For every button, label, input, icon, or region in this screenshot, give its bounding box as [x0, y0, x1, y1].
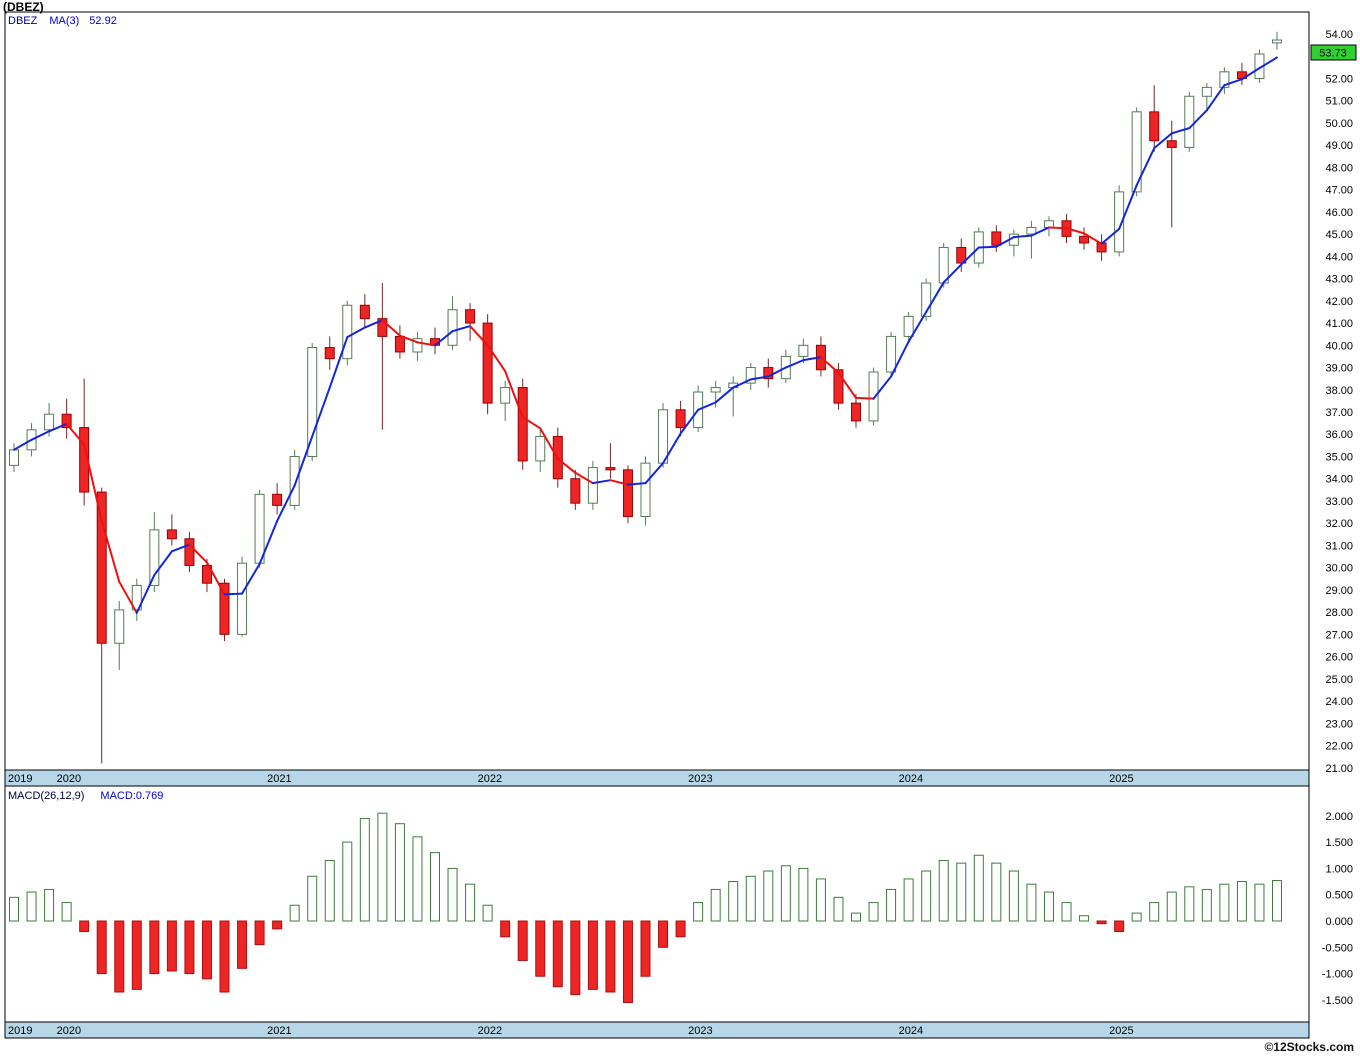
- svg-text:33.00: 33.00: [1325, 496, 1353, 508]
- svg-text:2023: 2023: [688, 1025, 712, 1037]
- svg-text:32.00: 32.00: [1325, 518, 1353, 530]
- svg-text:31.00: 31.00: [1325, 540, 1353, 552]
- svg-text:24.00: 24.00: [1325, 696, 1353, 708]
- svg-text:1.000: 1.000: [1325, 863, 1353, 875]
- macd-legend: MACD(26,12,9) MACD:0.769: [8, 790, 163, 802]
- svg-text:2022: 2022: [478, 1025, 502, 1037]
- macd-params-label: MACD(26,12,9): [8, 790, 85, 802]
- svg-text:2.000: 2.000: [1325, 811, 1353, 823]
- svg-text:-1.000: -1.000: [1322, 969, 1353, 981]
- svg-text:38.00: 38.00: [1325, 385, 1353, 397]
- svg-text:51.00: 51.00: [1325, 96, 1353, 108]
- svg-text:2020: 2020: [57, 773, 81, 785]
- svg-text:2024: 2024: [899, 773, 923, 785]
- svg-text:2025: 2025: [1109, 773, 1133, 785]
- svg-text:49.00: 49.00: [1325, 140, 1353, 152]
- svg-text:0.500: 0.500: [1325, 890, 1353, 902]
- svg-text:50.00: 50.00: [1325, 118, 1353, 130]
- macd-value-label: MACD:0.769: [100, 790, 164, 802]
- svg-text:48.00: 48.00: [1325, 162, 1353, 174]
- svg-text:37.00: 37.00: [1325, 407, 1353, 419]
- svg-text:34.00: 34.00: [1325, 474, 1353, 486]
- svg-text:46.00: 46.00: [1325, 207, 1353, 219]
- svg-text:2021: 2021: [267, 773, 291, 785]
- svg-text:25.00: 25.00: [1325, 674, 1353, 686]
- svg-text:2024: 2024: [899, 1025, 923, 1037]
- svg-text:45.00: 45.00: [1325, 229, 1353, 241]
- svg-text:43.00: 43.00: [1325, 274, 1353, 286]
- svg-text:53.73: 53.73: [1319, 48, 1347, 60]
- svg-text:2020: 2020: [57, 1025, 81, 1037]
- svg-text:47.00: 47.00: [1325, 185, 1353, 197]
- svg-text:44.00: 44.00: [1325, 251, 1353, 263]
- svg-text:26.00: 26.00: [1325, 652, 1353, 664]
- svg-text:0.000: 0.000: [1325, 916, 1353, 928]
- svg-text:21.00: 21.00: [1325, 763, 1353, 775]
- svg-text:29.00: 29.00: [1325, 585, 1353, 597]
- svg-text:2023: 2023: [688, 773, 712, 785]
- svg-text:39.00: 39.00: [1325, 363, 1353, 375]
- chart-title: (DBEZ): [3, 0, 44, 14]
- svg-text:36.00: 36.00: [1325, 429, 1353, 441]
- svg-text:52.00: 52.00: [1325, 73, 1353, 85]
- svg-text:2019: 2019: [8, 1025, 32, 1037]
- svg-text:2021: 2021: [267, 1025, 291, 1037]
- svg-text:27.00: 27.00: [1325, 629, 1353, 641]
- svg-text:22.00: 22.00: [1325, 741, 1353, 753]
- svg-text:-0.500: -0.500: [1322, 942, 1353, 954]
- svg-text:2025: 2025: [1109, 1025, 1133, 1037]
- svg-text:1.500: 1.500: [1325, 837, 1353, 849]
- svg-text:42.00: 42.00: [1325, 296, 1353, 308]
- svg-text:2022: 2022: [478, 773, 502, 785]
- svg-text:54.00: 54.00: [1325, 29, 1353, 41]
- svg-text:28.00: 28.00: [1325, 607, 1353, 619]
- svg-text:-1.500: -1.500: [1322, 995, 1353, 1007]
- main-legend: DBEZ MA(3) 52.92: [8, 15, 117, 27]
- svg-text:30.00: 30.00: [1325, 563, 1353, 575]
- svg-text:23.00: 23.00: [1325, 718, 1353, 730]
- symbol-label: DBEZ: [8, 15, 38, 27]
- svg-text:35.00: 35.00: [1325, 451, 1353, 463]
- svg-text:2019: 2019: [8, 773, 32, 785]
- watermark-12stocks: ©12Stocks.com: [1264, 1040, 1354, 1054]
- svg-text:41.00: 41.00: [1325, 318, 1353, 330]
- ma-label: MA(3): [49, 15, 80, 27]
- svg-text:40.00: 40.00: [1325, 340, 1353, 352]
- ma-value: 52.92: [89, 15, 117, 27]
